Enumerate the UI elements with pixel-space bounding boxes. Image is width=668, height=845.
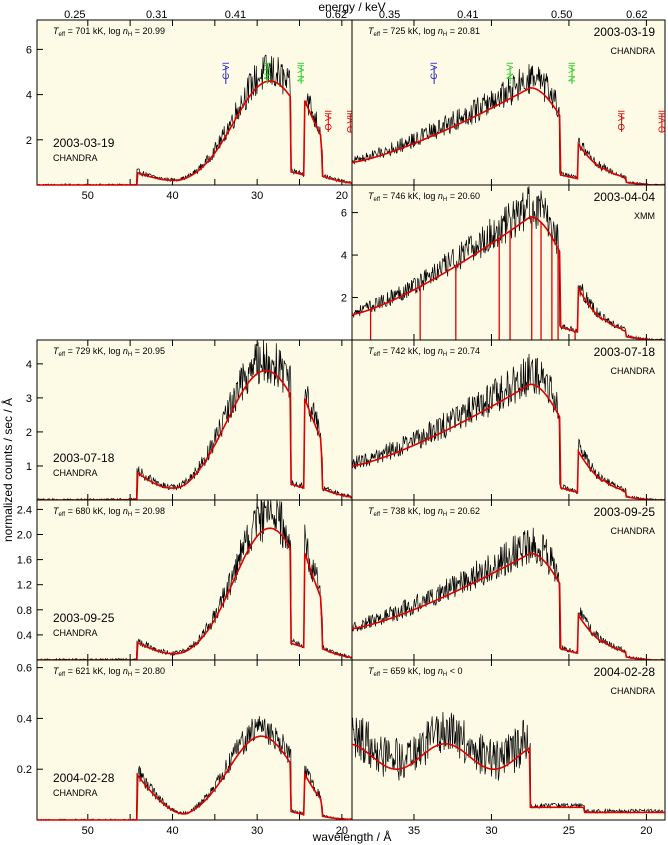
y-tick-label: 6 [341,208,347,220]
date-label: 2003-07-18 [53,451,115,465]
x-tick-label: 50 [82,825,94,837]
y-tick-label: 1 [26,461,32,473]
panel-frame [36,19,353,186]
panel-left-4: 0.4 0.8 1.2 1.6 2.0 2.4 Teff = 680 kK, log nH … [17,499,353,661]
instrument-label: CHANDRA [53,468,98,478]
top-tick-label: 0.25 [64,9,85,21]
x-axis-label: wavelength / Å [312,829,392,844]
y-tick-label: 1.2 [17,580,32,592]
panel-title: Teff = 659 kK, log nH < 0 [368,666,462,678]
panel-title: Teff = 725 kK, log nH = 20.81 [368,26,480,38]
top-tick-label: 0.35 [379,9,400,21]
instrument-label: CHANDRA [610,46,655,56]
date-label: 2003-07-18 [594,345,656,359]
model-spectrum [37,735,352,821]
model-spectrum [351,743,665,814]
y-tick-label: 4 [26,90,32,102]
instrument-label: CHANDRA [610,526,655,536]
model-spectrum [351,216,665,341]
y-tick-label: 4 [26,359,32,371]
data-spectrum [351,711,666,815]
panel-frame [351,339,666,501]
panel-title: Teff = 701 kK, log nH = 20.99 [53,26,165,38]
instrument-label: CHANDRA [610,366,655,376]
date-label: 2003-03-19 [53,136,115,150]
y-axis-label: normalized counts / sec / Å [0,398,15,542]
y-tick-label: 2.4 [17,504,32,516]
panel-title: Teff = 680 kK, log nH = 20.98 [53,506,165,518]
panel-right-3: Teff = 742 kK, log nH = 20.74 2003-07-18 C… [351,339,666,501]
y-tick-label: 2.0 [17,530,32,542]
x-tick-label: 40 [166,190,178,202]
top-tick-label: 0.41 [225,9,246,21]
y-tick-label: 6 [26,44,32,56]
x-tick-label: 30 [485,825,497,837]
y-tick-label: 2 [341,293,347,305]
data-spectrum [351,353,666,501]
instrument-label: XMM [634,211,655,221]
panel-right-2: 2 4 6 Teff = 746 kK, log nH = 20.60 2003-04-… [341,184,666,341]
y-tick-label: 2 [26,427,32,439]
x-tick-label: 40 [166,825,178,837]
x-tick-label: 50 [82,190,94,202]
y-tick-label: 3 [26,393,32,405]
date-label: 2004-02-28 [594,665,656,679]
panel-frame [36,499,353,661]
model-spectrum [37,80,353,186]
panel-title: Teff = 621 kK, log nH = 20.80 [53,666,165,678]
date-label: 2003-09-25 [53,611,115,625]
instrument-label: CHANDRA [53,788,98,798]
top-axis-label: energy / keV [318,0,385,14]
x-tick-label: 20 [336,190,348,202]
x-tick-label: 30 [251,190,263,202]
instrument-label: CHANDRA [53,153,98,163]
date-label: 2003-09-25 [594,505,656,519]
panel-title: Teff = 738 kK, log nH = 20.62 [368,506,480,518]
x-tick-label: 20 [336,825,348,837]
panel-frame [36,659,353,821]
y-tick-label: 0.4 [17,713,32,725]
panel-title: Teff = 742 kK, log nH = 20.74 [368,346,480,358]
panel-left-5: 0.2 0.4 0.6 50 40 30 20 Teff = 621 kK, log nH =… [17,659,353,837]
panel-right-4: Teff = 738 kK, log nH = 20.62 2003-09-25 C… [351,499,666,661]
top-tick-label: 0.50 [551,9,572,21]
x-tick-label: 35 [408,825,420,837]
panel-frame [351,19,666,186]
top-tick-label: 0.62 [326,9,347,21]
panel-right-5: 35 30 25 20 Teff = 659 kK, log nH < 0 2004-02… [351,659,666,837]
model-spectrum [351,552,665,661]
y-tick-label: 0.6 [17,663,32,675]
y-tick-label: 1.6 [17,555,32,567]
panel-frame [351,499,666,661]
panel-left-3: 1 2 3 4 Teff = 729 kK, log nH = 20.95 2003-07… [26,339,353,501]
y-tick-label: 0.8 [17,605,32,617]
panel-left-1: 2 4 6 50 40 30 20 0.25 0.31 0.41 0.62 Teff = 701 kK… [26,9,355,202]
model-spectrum [351,383,665,501]
top-tick-label: 0.41 [457,9,478,21]
x-tick-label: 25 [563,825,575,837]
date-label: 2003-04-04 [594,190,656,204]
y-tick-label: 0.4 [17,630,32,642]
top-tick-label: 0.62 [626,9,647,21]
x-tick-label: 20 [640,825,652,837]
date-label: 2003-03-19 [594,25,656,39]
panel-title: Teff = 729 kK, log nH = 20.95 [53,346,165,358]
x-tick-label: 30 [251,825,263,837]
date-label: 2004-02-28 [53,771,115,785]
instrument-label: CHANDRA [53,628,98,638]
model-spectrum [351,86,665,186]
panel-title: Teff = 746 kK, log nH = 20.60 [368,191,480,203]
y-tick-label: 2 [26,135,32,147]
y-tick-label: 4 [341,250,347,262]
instrument-label: CHANDRA [610,686,655,696]
panel-right-1: 0.35 0.41 0.50 0.62 Teff = 725 kK, log nH = … [351,9,667,186]
y-tick-label: 0.2 [17,764,32,776]
top-tick-label: 0.31 [146,9,167,21]
